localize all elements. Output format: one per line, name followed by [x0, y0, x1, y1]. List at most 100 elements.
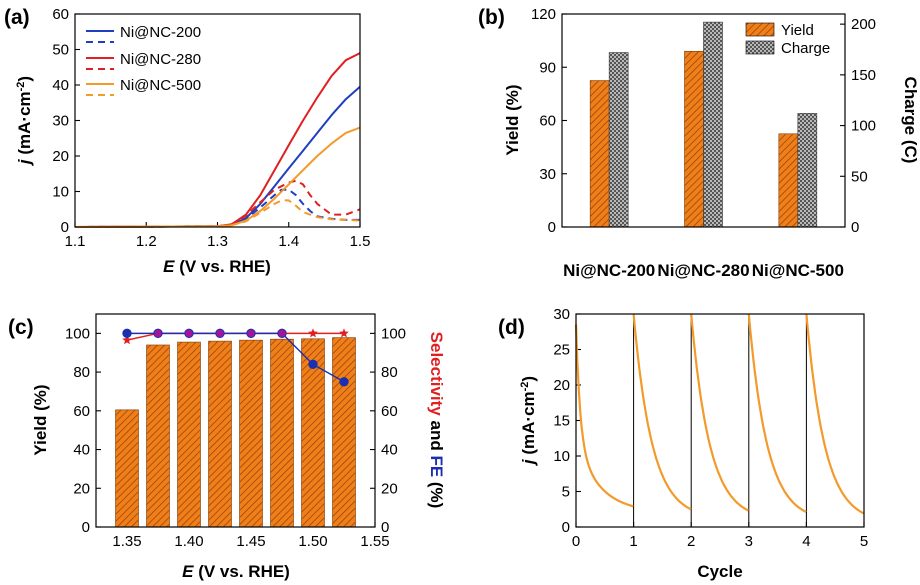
panel-c-ytick-label: 0	[82, 519, 90, 536]
panel-c-fe-point	[308, 359, 318, 370]
panel-c-xtick-label: 1.45	[236, 533, 265, 550]
panel-d-cycle-curve	[690, 313, 749, 512]
panel-d-ylabel-var: j	[519, 458, 538, 466]
panel-c-fe-point	[184, 328, 194, 339]
panel-a-xtick-label: 1.5	[350, 233, 371, 250]
panel-b-ytick-label: 90	[539, 59, 556, 76]
panel-d-ytick-label: 10	[553, 448, 570, 465]
panel-c-selectivity-point	[308, 328, 318, 338]
panel-a-ytick-label: 50	[52, 42, 69, 59]
panel-d-chart: 0 1 2 3 4 5 0 5 10 15 20 25 30 Cycle j (mA·cm-2)	[519, 306, 868, 581]
panel-d-xtick-label: 2	[687, 533, 695, 550]
legend-b-yield-label: Yield	[781, 22, 814, 39]
panel-b-ytick2-label: 150	[851, 67, 876, 84]
panel-c-xlabel: E (V vs. RHE)	[182, 562, 290, 581]
panel-c-selectivity-point	[122, 335, 132, 345]
panel-d-xtick-label: 1	[629, 533, 637, 550]
panel-b-ytick-label: 30	[539, 166, 556, 183]
panel-c-ytick-label: 60	[73, 403, 90, 420]
panel-c-bar-yield	[115, 409, 139, 528]
panel-b-ytick2-label: 100	[851, 118, 876, 135]
panel-a-ytick-label: 10	[52, 184, 69, 201]
panel-c-ytick-label: 40	[73, 442, 90, 459]
panel-b-ytick-label: 120	[531, 6, 556, 23]
panel-a-series-line	[74, 52, 361, 228]
panel-c-ytick2-label: 40	[381, 442, 398, 459]
panel-c-bar-yield	[208, 340, 232, 528]
panel-c-ytick2-label: 0	[381, 519, 389, 536]
panel-c-fe-line	[127, 332, 345, 383]
panel-b-category-label: Ni@NC-200	[563, 261, 655, 280]
panel-b-bar-yield	[684, 50, 704, 228]
panel-a-ylabel-sup: -2	[15, 82, 27, 92]
panel-d-ytick-label: 25	[553, 342, 570, 359]
panel-d-xlabel: Cycle	[697, 562, 742, 581]
panel-b-bar-yield	[778, 133, 799, 228]
panel-c-ylabel2-end: (%)	[427, 477, 446, 508]
panel-a-xtick-label: 1.4	[278, 233, 299, 250]
panel-c-fe-point	[277, 328, 287, 339]
panel-a-xtick-label: 1.1	[65, 233, 86, 250]
panel-b-ytick2-label: 50	[851, 168, 868, 185]
panel-c-selectivity-point	[339, 328, 349, 338]
panel-c-fe-point	[339, 377, 349, 387]
panel-a-xlabel: E (V vs. RHE)	[163, 257, 271, 276]
panel-c-ylabel2-selectivity: Selectivity	[427, 332, 446, 417]
panel-d-xtick-label: 0	[572, 533, 580, 550]
panel-c-xtick-label: 1.50	[298, 533, 327, 550]
panel-b-bar-charge	[703, 21, 723, 228]
panel-c-ylabel2-and: and	[427, 416, 446, 456]
legend-b-charge-swatch	[745, 40, 775, 55]
legend-a-label-500: Ni@NC-500	[120, 77, 201, 94]
panel-a-label: (a)	[4, 6, 30, 29]
panel-d-frame	[575, 313, 865, 528]
panel-d-ytick-label: 5	[562, 484, 570, 501]
panel-b-ytick2-label: 0	[851, 219, 859, 236]
panel-c-ytick2-label: 20	[381, 480, 398, 497]
panel-d-ytick-label: 20	[553, 377, 570, 394]
panel-d-cycle-curve	[747, 313, 807, 513]
panel-d-label: (d)	[498, 316, 525, 339]
legend-a-label-280: Ni@NC-280	[120, 51, 201, 68]
panel-a-ytick-label: 20	[52, 148, 69, 165]
panel-c-xtick-label: 1.40	[174, 533, 203, 550]
panel-a-ylabel: j (mA·cm-2)	[15, 76, 34, 166]
panel-c-fe-point	[122, 328, 132, 339]
panel-d-ytick-label: 15	[553, 413, 570, 430]
panel-c-ytick2-label: 80	[381, 364, 398, 381]
panel-c-ytick-label: 100	[65, 325, 90, 342]
panel-a-ytick-label: 40	[52, 77, 69, 94]
panel-c-ytick2-label: 100	[381, 325, 406, 342]
panel-c-chart: 1.35 1.40 1.45 1.50 1.5502040608010002040608…	[31, 313, 446, 581]
panel-c-bar-yield	[270, 338, 294, 528]
panel-c-ytick2-label: 60	[381, 403, 398, 420]
panel-a-ylabel-end: )	[15, 76, 34, 82]
panel-a-xtick-label: 1.3	[207, 233, 228, 250]
panel-c-bar-yield	[177, 341, 201, 528]
panel-c-xlabel-rest: (V vs. RHE)	[193, 562, 289, 581]
panel-a-series-line	[74, 126, 361, 228]
panel-d-ylabel-end: )	[519, 376, 538, 382]
panel-b-bar-charge	[608, 52, 629, 228]
panel-c-fe-point	[215, 328, 225, 339]
legend-a-label-200: Ni@NC-200	[120, 24, 201, 41]
panel-c-frame	[95, 313, 376, 528]
panel-a-series-line	[74, 199, 361, 228]
panel-d-ylabel-sup: -2	[519, 382, 531, 392]
panel-d-cycle-curve	[805, 313, 865, 515]
panel-a-frame	[74, 13, 361, 228]
panel-c-ytick-label: 20	[73, 480, 90, 497]
panel-b-frame	[561, 13, 846, 228]
panel-c-label: (c)	[8, 316, 34, 339]
panel-d-cycle-curve	[632, 313, 692, 511]
panel-b-bar-yield	[589, 80, 610, 228]
panel-a-chart: 1.1 1.2 1.3 1.4 1.5 0 10 20 30 40 50 60 Ni@NC-200 N…	[15, 6, 370, 276]
panel-a-ytick-label: 30	[52, 113, 69, 130]
panel-c-fe-point	[153, 328, 163, 339]
panel-a-ytick-label: 60	[52, 6, 69, 23]
panel-a-xtick-label: 1.2	[136, 233, 157, 250]
panel-b-legend: Yield Charge	[745, 22, 830, 57]
panel-b-ytick-label: 60	[539, 113, 556, 130]
panel-a-xlabel-var: E	[163, 257, 175, 276]
